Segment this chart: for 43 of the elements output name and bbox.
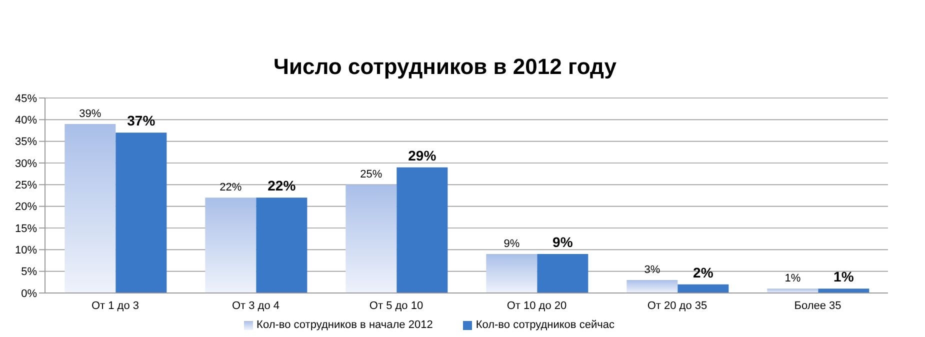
data-label: 22%	[220, 182, 242, 194]
y-tick-label: 30%	[14, 158, 38, 170]
legend-label: Кол-во сотрудников в начале 2012	[256, 319, 433, 331]
data-label: 9%	[504, 238, 520, 250]
y-tick-label: 35%	[14, 136, 38, 148]
x-tick-label: От 5 до 10	[369, 300, 424, 312]
bar	[486, 254, 538, 293]
y-tick-label: 10%	[14, 244, 38, 257]
data-label: 2%	[693, 264, 714, 280]
x-tick-label: От 10 до 20	[506, 300, 567, 312]
y-tick-label: 45%	[14, 92, 38, 105]
data-label: 39%	[79, 108, 102, 120]
bar	[818, 288, 870, 293]
y-tick-label: 40%	[14, 114, 38, 127]
y-tick-label: 20%	[14, 201, 38, 214]
bar	[256, 198, 308, 293]
y-tick-label: 5%	[21, 266, 38, 278]
y-tick-label: 15%	[14, 222, 38, 235]
x-tick-label: Более 35	[794, 300, 842, 312]
data-label: 29%	[408, 147, 437, 164]
y-tick-label: 0%	[21, 288, 38, 300]
bar	[678, 284, 729, 293]
legend-label: Кол-во сотрудников сейчас	[476, 319, 614, 331]
data-label: 1%	[784, 272, 801, 285]
bar	[396, 167, 448, 293]
bar	[767, 288, 818, 293]
data-label: 1%	[834, 268, 854, 285]
x-tick-label: От 3 до 4	[232, 300, 280, 312]
x-tick-label: От 20 до 35	[647, 300, 708, 312]
chart-title: Число сотрудников в 2012 году	[272, 54, 618, 80]
x-tick-label: От 1 до 3	[91, 300, 140, 312]
bar	[537, 254, 588, 293]
data-label: 3%	[644, 264, 660, 276]
data-label: 22%	[268, 178, 296, 194]
data-label: 37%	[127, 112, 156, 129]
bar	[64, 124, 116, 293]
bar	[626, 280, 678, 293]
bar	[116, 132, 167, 293]
data-label: 9%	[552, 234, 574, 250]
data-label: 25%	[360, 168, 382, 181]
y-tick-label: 25%	[14, 180, 38, 192]
bar	[346, 184, 397, 293]
bar	[205, 198, 256, 293]
